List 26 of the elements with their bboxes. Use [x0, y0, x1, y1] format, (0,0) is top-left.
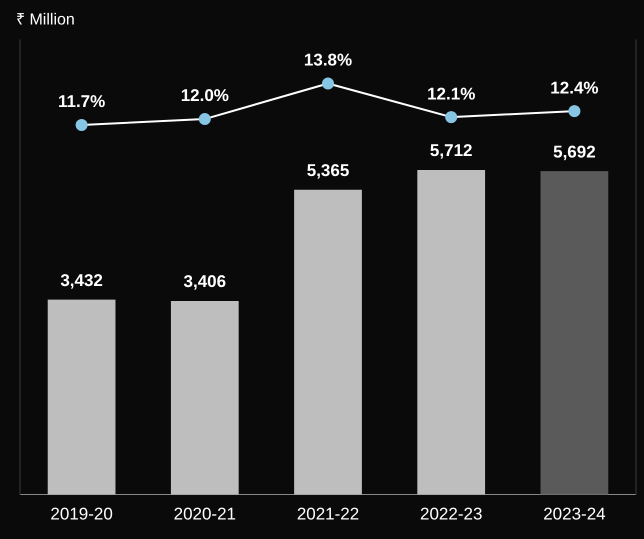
- point: [568, 105, 580, 118]
- bar: [170, 301, 239, 495]
- point: [76, 118, 88, 131]
- bar: [540, 171, 608, 495]
- data-label: 13.8%: [304, 50, 352, 70]
- data-label: 5,692: [553, 142, 596, 162]
- x-tick-label: 2022-23: [420, 504, 482, 524]
- data-label: 12.1%: [427, 84, 476, 104]
- data-label: 12.4%: [550, 78, 598, 98]
- point: [445, 111, 458, 124]
- data-label: 12.0%: [180, 86, 229, 106]
- text: ₹ Million: [16, 11, 75, 28]
- data-label: 11.7%: [58, 92, 106, 112]
- data-label: 5,712: [430, 141, 472, 160]
- bar: [294, 190, 362, 495]
- point: [322, 77, 334, 90]
- x-tick-label: 2023-24: [543, 504, 606, 524]
- data-label: 3,406: [184, 272, 226, 292]
- data-label: 3,432: [60, 270, 103, 290]
- data-label: 5,365: [306, 160, 350, 180]
- x-tick-label: 2021-22: [296, 504, 360, 524]
- bar: [417, 170, 486, 495]
- x-tick-label: 2020-21: [174, 504, 236, 524]
- bar: [48, 300, 116, 495]
- x-tick-label: 2019-20: [50, 504, 113, 524]
- point: [198, 113, 211, 126]
